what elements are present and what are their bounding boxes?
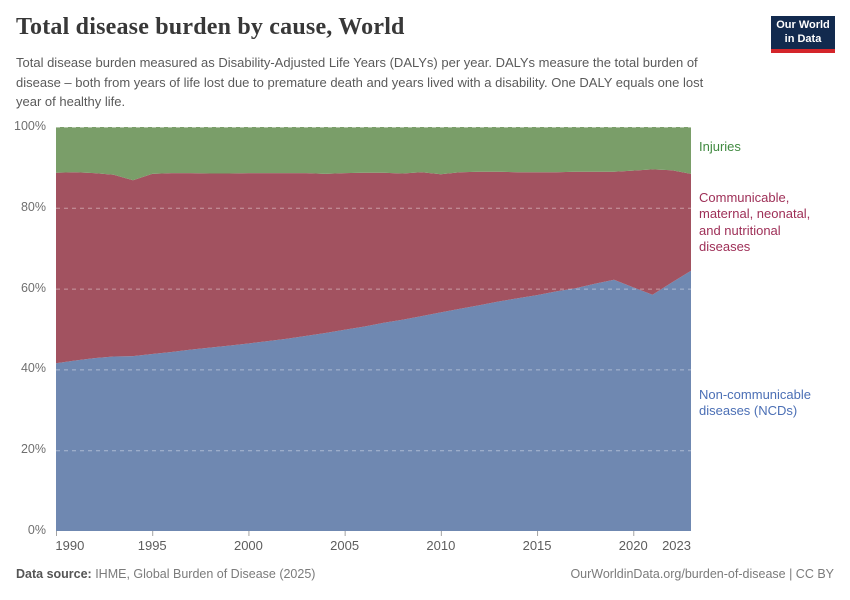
data-source-label: Data source: [16, 567, 92, 581]
license-link[interactable]: OurWorldinData.org/burden-of-disease | C… [570, 567, 834, 581]
legend-label-communicable[interactable]: Communicable, maternal, neonatal, and nu… [699, 190, 811, 255]
x-axis-label-2010: 2010 [426, 538, 456, 553]
x-axis-label-2005: 2005 [330, 538, 360, 553]
owid-logo-box: Our World in Data [771, 16, 835, 49]
x-axis-label-2015: 2015 [522, 538, 552, 553]
owid-logo-line1: Our World [776, 19, 830, 31]
x-axis-label-1990: 1990 [55, 538, 85, 553]
y-axis-label-0: 0% [27, 523, 46, 537]
x-axis: 1990 1995 2000 2005 2010 2015 2020 2023 [55, 538, 691, 556]
data-source-value: IHME, Global Burden of Disease (2025) [91, 567, 316, 581]
y-axis: 0% 20% 40% 60% 80% 100% [0, 119, 50, 537]
x-axis-label-2020: 2020 [618, 538, 648, 553]
y-axis-label-40: 40% [20, 361, 46, 376]
page-title: Total disease burden by cause, World [16, 14, 405, 40]
owid-logo[interactable]: Our World in Data [771, 16, 835, 53]
x-axis-label-2000: 2000 [233, 538, 263, 553]
legend-label-ncds[interactable]: Non-communicable diseases (NCDs) [699, 387, 811, 419]
y-axis-label-100: 100% [14, 119, 46, 133]
legend-label-injuries[interactable]: Injuries [699, 139, 741, 154]
stacked-area-plot[interactable] [56, 127, 691, 539]
area-communicable[interactable] [56, 169, 691, 364]
x-axis-label-2023: 2023 [662, 538, 691, 553]
data-source-note: Data source: IHME, Global Burden of Dise… [16, 567, 315, 581]
area-injuries[interactable] [56, 127, 691, 181]
x-axis-label-1995: 1995 [137, 538, 167, 553]
area-ncds[interactable] [56, 270, 691, 531]
chart-subtitle: Total disease burden measured as Disabil… [16, 55, 704, 109]
y-axis-label-80: 80% [20, 199, 46, 214]
owid-logo-line2: in Data [784, 32, 822, 45]
owid-logo-accent-bar [771, 48, 835, 53]
y-axis-label-20: 20% [20, 442, 46, 457]
y-axis-label-60: 60% [20, 280, 46, 295]
